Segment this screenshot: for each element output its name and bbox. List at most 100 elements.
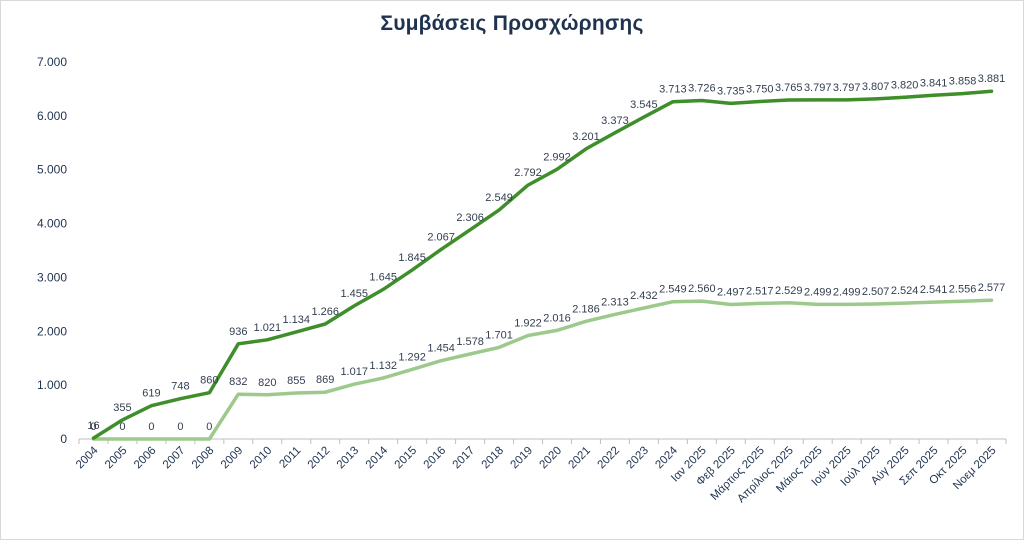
series-2-data-label: 0 [177,421,183,433]
y-tick-label: 5.000 [37,163,67,177]
x-tick-label: 2019 [509,445,536,472]
x-tick-label: 2006 [132,445,159,472]
series-1-data-label: 3.735 [717,85,745,97]
series-1-data-label: 3.797 [804,82,832,94]
x-tick-label: 2017 [451,445,478,472]
series-1-data-label: 3.750 [746,83,774,95]
x-tick-label: 2005 [103,445,130,472]
series-1-data-label: 860 [200,375,218,387]
x-tick-label: 2013 [335,445,362,472]
series-2-data-label: 1.017 [340,366,368,378]
series-1-data-label: 3.841 [920,77,948,89]
series-2-data-label: 2.556 [949,283,977,295]
series-2-data-label: 855 [287,375,305,387]
series-1-data-label: 3.820 [891,79,919,91]
series-1-data-label: 3.797 [833,82,861,94]
series-1-data-label: 2.792 [514,167,542,179]
series-2-data-label: 2.529 [775,285,803,297]
x-tick-label: 2004 [74,444,101,471]
series-lines [91,89,994,441]
series-2-data-label: 1.701 [485,329,513,341]
series-1-line [91,89,994,440]
series-2-data-label: 0 [119,421,125,433]
series-2-data-label: 2.016 [543,312,571,324]
x-tick-label: 2014 [364,444,391,471]
series-1-data-label: 16 [87,420,99,432]
series-2-data-label: 832 [229,376,247,388]
series-2-data-label: 2.313 [601,296,629,308]
y-tick-label: 7.000 [37,55,67,69]
series-1-data-label: 3.373 [601,115,629,127]
series-2-data-label: 1.922 [514,317,542,329]
series-1-data-label: 2.549 [485,192,513,204]
series-2-data-label: 2.499 [804,286,832,298]
series-1-data-label: 1.455 [340,288,368,300]
y-tick-label: 2.000 [37,324,67,338]
x-tick-label: 2012 [306,445,333,472]
x-axis: 2004 2005 2006 2007 2008 2009 2010 2011 2012 2013… [74,444,999,505]
series-2-data-label: 2.524 [891,285,919,297]
x-tick-label: 2024 [653,444,680,471]
series-1-data-label: 1.134 [283,314,311,326]
series-2-data-label: 2.186 [572,303,600,315]
x-tick-label: 2018 [480,445,507,472]
x-tick-label: 2011 [277,445,303,471]
series-1-data-label: 1.021 [254,322,282,334]
series-1-data-label: 355 [113,402,131,414]
series-1-data-label: 1.266 [311,306,339,318]
series-1-data-label: 3.765 [775,82,803,94]
series-1-data-label: 3.726 [688,82,716,94]
series-2-data-label: 0 [206,421,212,433]
x-tick-label: 2015 [393,445,420,472]
series-2-data-label: 2.497 [717,287,745,299]
series-1-data-label: 3.545 [630,99,658,111]
y-tick-label: 1.000 [37,378,67,392]
series-1-data-label: 3.201 [572,131,600,143]
x-axis-ticks [78,439,1007,444]
x-tick-label: 2021 [566,445,593,472]
series-2-data-label: 2.507 [862,286,890,298]
series-1-data-label: 1.845 [398,252,426,264]
series-1-data-label: 3.858 [949,76,977,88]
x-tick-label: 2022 [595,445,622,472]
x-tick-label: 2020 [538,445,565,472]
y-axis: 0 1.000 2.000 3.000 4.000 5.000 6.000 7.000 [37,55,67,446]
series-2-data-label: 2.432 [630,290,658,302]
series-2-line [91,298,994,441]
series-1-data-label: 2.992 [543,151,571,163]
series-1-data-label: 936 [229,326,247,338]
series-1-data-label: 3.807 [862,81,890,93]
y-tick-label: 6.000 [37,109,67,123]
series-1-data-label: 619 [142,388,160,400]
x-tick-label: 2010 [248,445,275,472]
series-1-data-label: 3.881 [978,73,1006,85]
chart-title: Συμβάσεις Προσχώρησης [380,12,644,35]
series-2-data-label: 869 [316,374,334,386]
series-2-data-label: 1.454 [427,343,455,355]
y-tick-label: 3.000 [37,270,67,284]
series-2-data-label: 2.560 [688,283,716,295]
x-tick-label: 2008 [190,445,217,472]
y-tick-label: 0 [60,432,67,446]
series-2-data-label: 2.517 [746,285,774,297]
series-2-data-label: 0 [90,421,96,433]
series-2-data-label: 0 [148,421,154,433]
series-2-data-label: 2.499 [833,286,861,298]
x-tick-label: 2009 [219,445,246,472]
series-2-data-label: 1.578 [456,336,484,348]
series-1-data-label: 748 [171,381,189,393]
series-2-data-label: 820 [258,377,276,389]
series-1-data-label: 1.645 [369,271,397,283]
series-1-data-label: 2.067 [427,231,455,243]
series-2-data-label: 2.541 [920,284,948,296]
x-tick-label: 2016 [422,445,449,472]
x-tick-label: 2023 [624,445,651,472]
series-1-data-label: 3.713 [659,84,687,96]
data-labels: 16 355 619 748 860 936 1.0211.1341.2661.4551.6… [87,73,1005,433]
y-tick-label: 4.000 [37,217,67,231]
series-2-data-label: 1.292 [398,351,426,363]
series-2-data-label: 1.132 [369,360,397,372]
series-2-data-label: 2.549 [659,284,687,296]
